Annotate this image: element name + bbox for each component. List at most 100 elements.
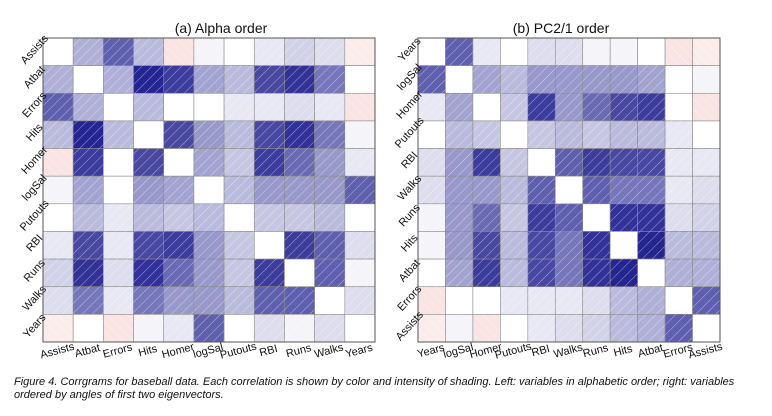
corr-cell-hatch <box>692 203 720 232</box>
corr-cell-hatch <box>344 231 375 260</box>
corr-cell-hatch <box>133 38 164 66</box>
corr-cell-hatch <box>73 93 104 121</box>
corr-cell-homer-homer <box>472 92 501 122</box>
corr-cell-hatch <box>637 65 666 94</box>
corr-cell-hatch <box>344 176 375 204</box>
corr-cell-errors-errors <box>664 286 693 315</box>
corr-cell-hatch <box>344 286 375 315</box>
corr-cell-hatch <box>610 148 638 177</box>
corr-cell-atbat-years <box>344 65 376 94</box>
corr-cell-hatch <box>43 148 74 177</box>
corr-cell-hatch <box>665 176 693 204</box>
corr-cell-hatch <box>582 286 611 315</box>
corr-cell-hatch <box>582 314 611 342</box>
corr-cell-hatch <box>472 120 501 149</box>
corr-cell-errors-logsal <box>193 92 225 122</box>
corr-cell-hatch <box>43 231 74 260</box>
corr-cell-hatch <box>224 231 255 260</box>
corr-cell-hatch <box>555 120 583 149</box>
corr-cell-hatch <box>472 148 501 177</box>
corr-cell-hatch <box>500 203 528 232</box>
corr-cell-hatch <box>284 65 315 94</box>
corr-cell-hatch <box>692 93 720 121</box>
corr-cell-hatch <box>73 38 104 66</box>
corr-cell-hatch <box>163 314 194 342</box>
col-label-hits: Hits <box>612 343 634 360</box>
corr-cell-hits-hits <box>133 120 165 149</box>
corr-cell-hatch <box>314 203 345 232</box>
corr-cell-hatch <box>284 231 315 260</box>
corr-cell-hatch <box>610 314 638 342</box>
corr-cell-hatch <box>254 120 285 149</box>
corr-cell-hatch <box>500 93 528 121</box>
corr-cell-hatch <box>582 38 611 66</box>
corr-cell-hatch <box>582 176 611 204</box>
corr-cell-hatch <box>284 120 315 149</box>
figure-caption: Figure 4. Corrgrams for baseball data. E… <box>14 376 735 401</box>
corr-cell-hatch <box>133 231 164 260</box>
corr-cell-hatch <box>133 203 164 232</box>
corr-cell-hatch <box>103 259 134 287</box>
corr-cell-errors-errors <box>103 92 134 122</box>
corr-cell-hatch <box>224 65 255 94</box>
col-label-runs: Runs <box>285 342 313 360</box>
corr-cell-hatch <box>314 148 345 177</box>
corr-cell-hatch <box>344 93 375 121</box>
corr-cell-hatch <box>472 259 501 287</box>
col-label-atbat: Atbat <box>74 342 102 360</box>
corr-cell-hatch <box>224 120 255 149</box>
corr-cell-hatch <box>193 286 225 315</box>
corr-cell-hatch <box>254 148 285 177</box>
corr-cell-hatch <box>103 120 134 149</box>
corr-cell-hatch <box>665 231 693 260</box>
corr-cell-atbat-atbat <box>72 65 104 94</box>
corr-cell-runs-runs <box>284 258 315 288</box>
corr-cell-homer-homer <box>163 148 195 177</box>
corr-cell-hatch <box>610 120 638 149</box>
corr-cell-hatch <box>254 314 285 342</box>
corr-cell-hatch <box>500 148 528 177</box>
corr-cell-hatch <box>418 286 446 315</box>
panel-border <box>42 37 376 343</box>
corr-cell-hatch <box>43 93 74 121</box>
corr-cell-hatch <box>637 148 666 177</box>
corr-cell-years-atbat <box>637 37 666 66</box>
corr-cell-hatch <box>344 38 375 66</box>
corr-cell-hatch <box>555 314 583 342</box>
corr-cell-hatch <box>314 176 345 204</box>
corr-cell-hatch <box>692 38 720 66</box>
corr-cell-hatch <box>418 203 446 232</box>
corr-cell-hatch <box>418 231 446 260</box>
corr-cell-hatch <box>637 93 666 121</box>
corr-cell-hatch <box>665 148 693 177</box>
corr-cell-hatch <box>254 176 285 204</box>
corr-cell-hatch <box>665 314 693 342</box>
corr-cell-hatch <box>472 65 501 94</box>
corr-cell-hatch <box>610 176 638 204</box>
corr-cell-hatch <box>43 286 74 315</box>
corr-cell-rbi-rbi <box>527 148 556 177</box>
corr-cell-hatch <box>472 38 501 66</box>
corr-cell-hatch <box>314 314 345 342</box>
row-label-rbi: RBI <box>24 232 45 254</box>
corr-cell-hatch <box>103 203 134 232</box>
row-label-rbi: RBI <box>399 150 420 172</box>
corr-cell-hatch <box>527 38 556 66</box>
corr-cell-logsal-errors <box>664 65 693 94</box>
col-label-years: Years <box>344 342 374 361</box>
col-label-runs: Runs <box>582 342 610 360</box>
corr-cell-assists-putouts <box>223 37 255 66</box>
corr-cell-homer-errors <box>664 92 693 122</box>
corr-cell-putouts-years <box>344 203 376 232</box>
corr-cell-putouts-putouts <box>500 120 529 149</box>
corr-cell-hatch <box>103 286 134 315</box>
corr-cell-hatch <box>527 65 556 94</box>
corr-cell-hatch <box>610 38 638 66</box>
col-label-assists: Assists <box>687 341 724 362</box>
corr-cell-hatch <box>500 259 528 287</box>
col-label-walks: Walks <box>313 341 345 360</box>
corr-cell-hatch <box>163 65 194 94</box>
col-label-homer: Homer <box>161 341 196 361</box>
corr-cell-hatch <box>610 203 638 232</box>
corr-cell-hatch <box>193 120 225 149</box>
